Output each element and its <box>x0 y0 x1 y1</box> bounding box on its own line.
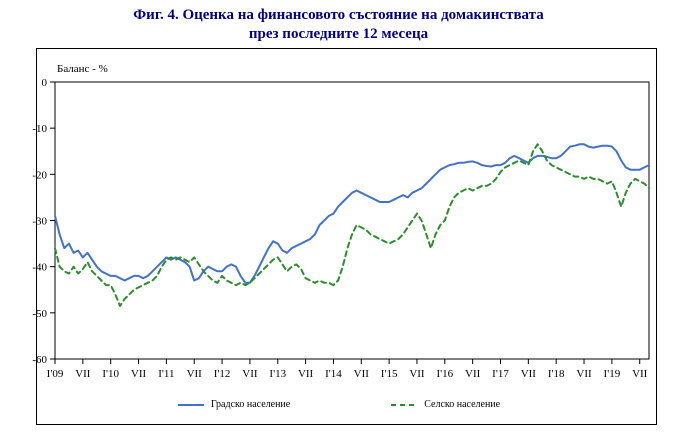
y-tick-label: -50 <box>32 308 47 320</box>
y-tick-label: -10 <box>32 123 47 135</box>
series-line-rural <box>54 143 650 307</box>
chart-title: Фиг. 4. Оценка на финансовото състояние … <box>0 6 677 44</box>
x-tick-label: I'12 <box>214 368 231 380</box>
x-tick-label: I'18 <box>548 368 565 380</box>
chart-title-line1: Фиг. 4. Оценка на финансовото състояние … <box>133 7 544 23</box>
legend-line-urban-icon <box>177 403 204 406</box>
x-tick-label: VII <box>632 368 648 380</box>
x-tick-label: VII <box>465 368 481 380</box>
y-tick-label: -40 <box>32 262 47 274</box>
chart-frame <box>36 48 657 425</box>
x-tick-label: I'17 <box>492 368 509 380</box>
legend-label-urban: Градско население <box>210 399 291 410</box>
y-tick-label: -60 <box>32 354 47 366</box>
x-tick-label: I'10 <box>102 368 119 380</box>
x-tick-label: VII <box>187 368 203 380</box>
y-tick-label: -20 <box>32 169 47 181</box>
x-tick-label: VII <box>576 368 592 380</box>
plot-area <box>54 81 650 360</box>
x-tick-label: VII <box>521 368 537 380</box>
legend-line-rural-icon <box>391 403 418 406</box>
x-tick-label: I'11 <box>158 368 174 380</box>
legend-item-urban: Градско население <box>177 399 290 410</box>
x-tick-label: I'13 <box>269 368 286 380</box>
y-tick-label: -30 <box>32 216 47 228</box>
x-tick-label: I'09 <box>47 368 64 380</box>
x-tick-label: VII <box>75 368 91 380</box>
x-tick-label: VII <box>354 368 370 380</box>
x-tick-label: I'16 <box>436 368 453 380</box>
legend-item-rural: Селско население <box>390 399 500 410</box>
x-tick-label: I'14 <box>325 368 342 380</box>
y-axis-label: Баланс - % <box>57 63 108 75</box>
chart-title-line2: през последните 12 месеца <box>248 26 429 42</box>
x-tick-label: VII <box>298 368 314 380</box>
x-tick-label: I'15 <box>381 368 398 380</box>
legend-label-rural: Селско население <box>424 399 501 410</box>
y-tick-label: 0 <box>42 77 48 89</box>
x-tick-label: I'19 <box>604 368 621 380</box>
x-tick-label: VII <box>131 368 147 380</box>
series-line-urban <box>54 143 650 284</box>
x-tick-label: VII <box>242 368 258 380</box>
x-tick-label: VII <box>409 368 425 380</box>
chart-legend: Градско население Селско население <box>0 399 677 410</box>
